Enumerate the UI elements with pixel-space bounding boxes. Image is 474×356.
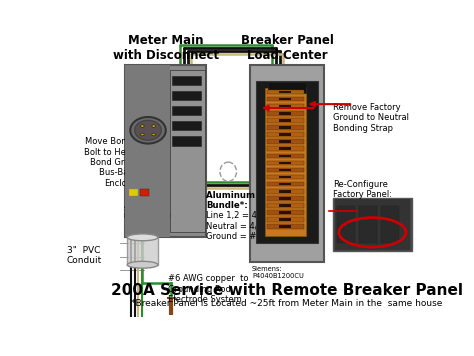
- Bar: [129, 189, 138, 196]
- Bar: [280, 190, 292, 193]
- Bar: [172, 75, 201, 85]
- Bar: [172, 106, 201, 115]
- Bar: [266, 182, 304, 187]
- Bar: [280, 169, 292, 171]
- Bar: [266, 111, 304, 116]
- Bar: [266, 196, 304, 201]
- Bar: [170, 70, 205, 232]
- Text: 3"  PVC
Conduit: 3" PVC Conduit: [66, 246, 102, 265]
- Bar: [333, 198, 412, 251]
- Bar: [280, 105, 292, 108]
- Ellipse shape: [127, 261, 158, 268]
- Bar: [280, 176, 292, 178]
- Bar: [266, 97, 304, 101]
- Bar: [266, 146, 304, 151]
- Bar: [266, 118, 304, 123]
- Bar: [172, 136, 201, 146]
- Bar: [335, 199, 410, 250]
- Bar: [266, 210, 304, 215]
- Text: Siemens:
P4040B1200CU: Siemens: P4040B1200CU: [252, 266, 304, 279]
- Bar: [266, 189, 304, 194]
- Bar: [266, 132, 304, 137]
- Bar: [125, 65, 206, 237]
- Text: Breaker Panel
Load Center: Breaker Panel Load Center: [241, 34, 333, 62]
- Text: Remove Factory
Ground to Neutral
Bonding Strap: Remove Factory Ground to Neutral Bonding…: [333, 103, 409, 133]
- Bar: [172, 91, 201, 100]
- Bar: [266, 175, 304, 179]
- Bar: [250, 65, 324, 262]
- Bar: [127, 237, 158, 265]
- Bar: [266, 224, 304, 229]
- Text: Meter Main
with Disconnect: Meter Main with Disconnect: [113, 34, 219, 62]
- Bar: [359, 206, 377, 243]
- Bar: [280, 204, 292, 207]
- Circle shape: [152, 125, 155, 127]
- Circle shape: [141, 133, 144, 136]
- Bar: [280, 218, 292, 221]
- Bar: [172, 121, 201, 130]
- Text: 200A Service with Remote Breaker Panel: 200A Service with Remote Breaker Panel: [111, 283, 463, 298]
- Bar: [266, 217, 304, 222]
- Bar: [280, 211, 292, 214]
- Text: *Breaker Panel Is Located ~25ft from Meter Main in the  same house: *Breaker Panel Is Located ~25ft from Met…: [131, 299, 443, 308]
- Bar: [337, 206, 355, 243]
- Bar: [280, 140, 292, 143]
- Text: Move Bonding
Bolt to Here to
Bond Ground
Bus-Bar  to
Enclosure: Move Bonding Bolt to Here to Bond Ground…: [84, 137, 146, 188]
- Text: Siemens:
MC0B1681200ESN: Siemens: MC0B1681200ESN: [124, 206, 185, 219]
- Bar: [280, 197, 292, 200]
- Circle shape: [152, 133, 155, 136]
- Text: #6 AWG copper  to
Grounding Rod
Electrode System: #6 AWG copper to Grounding Rod Electrode…: [168, 274, 248, 304]
- Bar: [125, 65, 170, 237]
- Bar: [140, 189, 149, 196]
- Bar: [280, 133, 292, 136]
- Bar: [280, 147, 292, 150]
- Circle shape: [135, 120, 161, 140]
- Ellipse shape: [127, 234, 158, 241]
- Bar: [280, 183, 292, 185]
- Circle shape: [141, 125, 144, 127]
- Bar: [266, 161, 304, 165]
- Bar: [266, 203, 304, 208]
- Bar: [280, 162, 292, 164]
- Bar: [280, 225, 292, 228]
- Bar: [266, 90, 304, 94]
- Bar: [266, 168, 304, 172]
- Bar: [280, 119, 292, 122]
- Bar: [266, 139, 304, 144]
- Text: Aluminum Wire
Bundle*:: Aluminum Wire Bundle*:: [206, 191, 281, 210]
- Bar: [280, 155, 292, 157]
- Bar: [266, 153, 304, 158]
- Bar: [266, 125, 304, 130]
- Text: Re-Configure
Factory Panel:: Re-Configure Factory Panel:: [333, 180, 392, 199]
- Bar: [265, 88, 306, 236]
- Bar: [280, 126, 292, 129]
- Bar: [381, 206, 399, 243]
- Text: Line 1,2 = 4/0
Neutral = 4/0
Ground = #2 AWG: Line 1,2 = 4/0 Neutral = 4/0 Ground = #2…: [206, 211, 284, 241]
- Bar: [266, 104, 304, 109]
- Bar: [280, 98, 292, 100]
- Bar: [268, 83, 306, 93]
- Circle shape: [130, 117, 166, 143]
- Bar: [280, 91, 292, 93]
- Bar: [280, 112, 292, 115]
- Bar: [256, 81, 318, 243]
